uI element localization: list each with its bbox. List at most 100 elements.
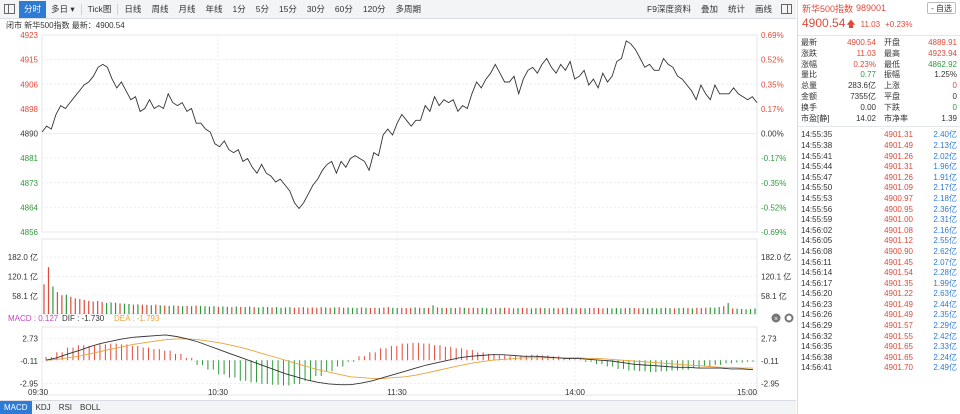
volume-bar bbox=[226, 306, 228, 314]
volume-bar bbox=[275, 307, 278, 314]
price-pct-tick: 0.00% bbox=[761, 130, 784, 139]
tick-row[interactable]: 14:56:26 4901.49 2.35亿 bbox=[798, 310, 960, 321]
tick-price: 4901.26 bbox=[884, 151, 913, 161]
volume-bar bbox=[664, 307, 667, 314]
stat-value: 0 bbox=[952, 81, 957, 91]
period-tab[interactable]: 分时 bbox=[19, 0, 47, 18]
tick-row[interactable]: 14:55:53 4900.97 2.18亿 bbox=[798, 194, 960, 205]
period-tab[interactable]: 30分 bbox=[306, 3, 325, 14]
tick-row[interactable]: 14:56:17 4901.35 1.99亿 bbox=[798, 279, 960, 290]
x-axis-tick: 11:30 bbox=[387, 388, 407, 397]
tick-time: 14:55:56 bbox=[801, 204, 833, 214]
stat-value: 11.03 bbox=[856, 48, 876, 58]
volume-bar bbox=[204, 306, 206, 314]
volume-bar bbox=[56, 292, 59, 314]
volume-bar bbox=[208, 306, 211, 314]
chart-svg[interactable]: 4923 0.69% 4915 0.52% 4906 0.35% 4898 0.17% 4890… bbox=[0, 19, 796, 400]
volume-bar bbox=[132, 304, 135, 314]
tick-row[interactable]: 14:55:56 4900.95 2.36亿 bbox=[798, 205, 960, 216]
period-tab[interactable]: 多周期 bbox=[395, 3, 422, 14]
price-line: 4900.54 🡅 11.03 +0.23% bbox=[798, 16, 960, 30]
tick-row[interactable]: 14:56:11 4901.45 2.07亿 bbox=[798, 258, 960, 269]
tick-row[interactable]: 14:56:41 4901.70 2.49亿 bbox=[798, 363, 960, 374]
tick-volume: 2.49亿 bbox=[933, 363, 957, 373]
period-tab[interactable]: Tick图 bbox=[87, 3, 112, 14]
tick-row[interactable]: 14:56:38 4901.65 2.24亿 bbox=[798, 353, 960, 364]
volume-bar bbox=[642, 308, 644, 314]
volume-bar bbox=[562, 308, 564, 314]
volume-bar bbox=[164, 305, 166, 314]
tick-row[interactable]: 14:56:29 4901.57 2.29亿 bbox=[798, 321, 960, 332]
period-tab[interactable]: 年线 bbox=[205, 3, 223, 14]
left-panel-icon[interactable] bbox=[4, 4, 15, 14]
dea-value-label: DEA : -1.793 bbox=[114, 314, 160, 323]
volume-bar bbox=[682, 307, 685, 314]
tick-row[interactable]: 14:56:02 4901.08 2.16亿 bbox=[798, 226, 960, 237]
volume-bar bbox=[235, 306, 237, 314]
tick-row[interactable]: 14:55:38 4901.49 2.13亿 bbox=[798, 141, 960, 152]
toolbar-action-button[interactable]: 统计 bbox=[727, 3, 745, 14]
volume-bar bbox=[459, 307, 461, 314]
indicator-tab[interactable]: MACD bbox=[0, 401, 32, 414]
toolbar-action-button[interactable]: 叠加 bbox=[700, 3, 718, 14]
stat-label: 金额 bbox=[801, 91, 817, 101]
tick-row[interactable]: 14:56:23 4901.49 2.44亿 bbox=[798, 300, 960, 311]
toolbar-action-button[interactable]: 画线 bbox=[754, 3, 772, 14]
indicator-tab[interactable]: BOLL bbox=[80, 403, 101, 412]
volume-bar bbox=[97, 300, 99, 314]
indicator-tab[interactable]: KDJ bbox=[35, 403, 51, 412]
period-tab[interactable]: 日线 bbox=[124, 3, 142, 14]
volume-bar bbox=[566, 307, 568, 314]
stat-label: 下跌 bbox=[884, 102, 900, 112]
tick-row[interactable]: 14:56:35 4901.65 2.33亿 bbox=[798, 342, 960, 353]
volume-bar bbox=[584, 308, 586, 314]
tick-volume: 2.13亿 bbox=[933, 140, 957, 150]
tick-row[interactable]: 14:56:14 4901.54 2.28亿 bbox=[798, 268, 960, 279]
tick-row[interactable]: 14:55:59 4901.00 2.31亿 bbox=[798, 215, 960, 226]
tick-row[interactable]: 14:56:32 4901.55 2.42亿 bbox=[798, 332, 960, 343]
right-panel-icon[interactable] bbox=[781, 4, 792, 14]
period-tab[interactable]: 15分 bbox=[278, 3, 297, 14]
volume-bar bbox=[669, 308, 671, 314]
period-tab[interactable]: 周线 bbox=[151, 3, 169, 14]
volume-bar bbox=[186, 305, 188, 314]
chart-area[interactable]: 4923 0.69% 4915 0.52% 4906 0.35% 4898 0.17% 4890… bbox=[0, 19, 796, 400]
tick-time: 14:55:50 bbox=[801, 183, 833, 193]
price-series-line bbox=[41, 40, 758, 210]
self-select-button[interactable]: - 自选 bbox=[927, 2, 956, 14]
volume-bar bbox=[575, 308, 577, 314]
volume-bar bbox=[262, 306, 264, 314]
volume-bar bbox=[146, 304, 148, 314]
tick-list[interactable]: 14:55:35 4901.31 2.40亿 14:55:38 4901.49 2.13亿… bbox=[798, 127, 960, 374]
tick-row[interactable]: 14:55:50 4901.09 2.17亿 bbox=[798, 183, 960, 194]
x-axis-tick: 09:30 bbox=[28, 388, 49, 397]
stat-value: 0.00 bbox=[860, 102, 876, 112]
tick-row[interactable]: 14:55:41 4901.26 2.02亿 bbox=[798, 152, 960, 163]
tick-row[interactable]: 14:56:20 4901.22 2.63亿 bbox=[798, 289, 960, 300]
period-tab[interactable]: 5分 bbox=[255, 3, 269, 14]
volume-bar bbox=[441, 307, 443, 314]
tick-row[interactable]: 14:56:08 4900.90 2.62亿 bbox=[798, 247, 960, 258]
period-tab[interactable]: 60分 bbox=[334, 3, 353, 14]
period-tab[interactable]: 多日 ▾ bbox=[51, 3, 75, 14]
tick-row[interactable]: 14:55:47 4901.26 1.91亿 bbox=[798, 173, 960, 184]
stat-label: 总量 bbox=[801, 81, 817, 91]
volume-bar bbox=[486, 308, 488, 314]
tick-row[interactable]: 14:55:35 4901.31 2.40亿 bbox=[798, 130, 960, 141]
indicator-tab[interactable]: RSI bbox=[58, 403, 73, 412]
toolbar-action-button[interactable]: F9深度资料 bbox=[647, 3, 691, 14]
tick-row[interactable]: 14:55:44 4901.31 1.96亿 bbox=[798, 162, 960, 173]
tick-time: 14:56:29 bbox=[801, 321, 833, 331]
tick-row[interactable]: 14:56:05 4901.12 2.55亿 bbox=[798, 236, 960, 247]
tick-time: 14:56:32 bbox=[801, 331, 833, 341]
period-tab[interactable]: 1分 bbox=[232, 3, 246, 14]
stat-row: 涨幅 0.23% 最低 4862.92 bbox=[798, 60, 960, 71]
tick-time: 14:56:41 bbox=[801, 363, 833, 373]
period-tab[interactable]: 120分 bbox=[362, 3, 386, 14]
tick-time: 14:55:53 bbox=[801, 193, 833, 203]
stat-row: 换手 0.00 下跌 0 bbox=[798, 103, 960, 114]
toolbar-separator bbox=[80, 3, 82, 15]
volume-bar bbox=[137, 304, 139, 314]
volume-bar bbox=[343, 307, 345, 314]
period-tab[interactable]: 月线 bbox=[178, 3, 196, 14]
